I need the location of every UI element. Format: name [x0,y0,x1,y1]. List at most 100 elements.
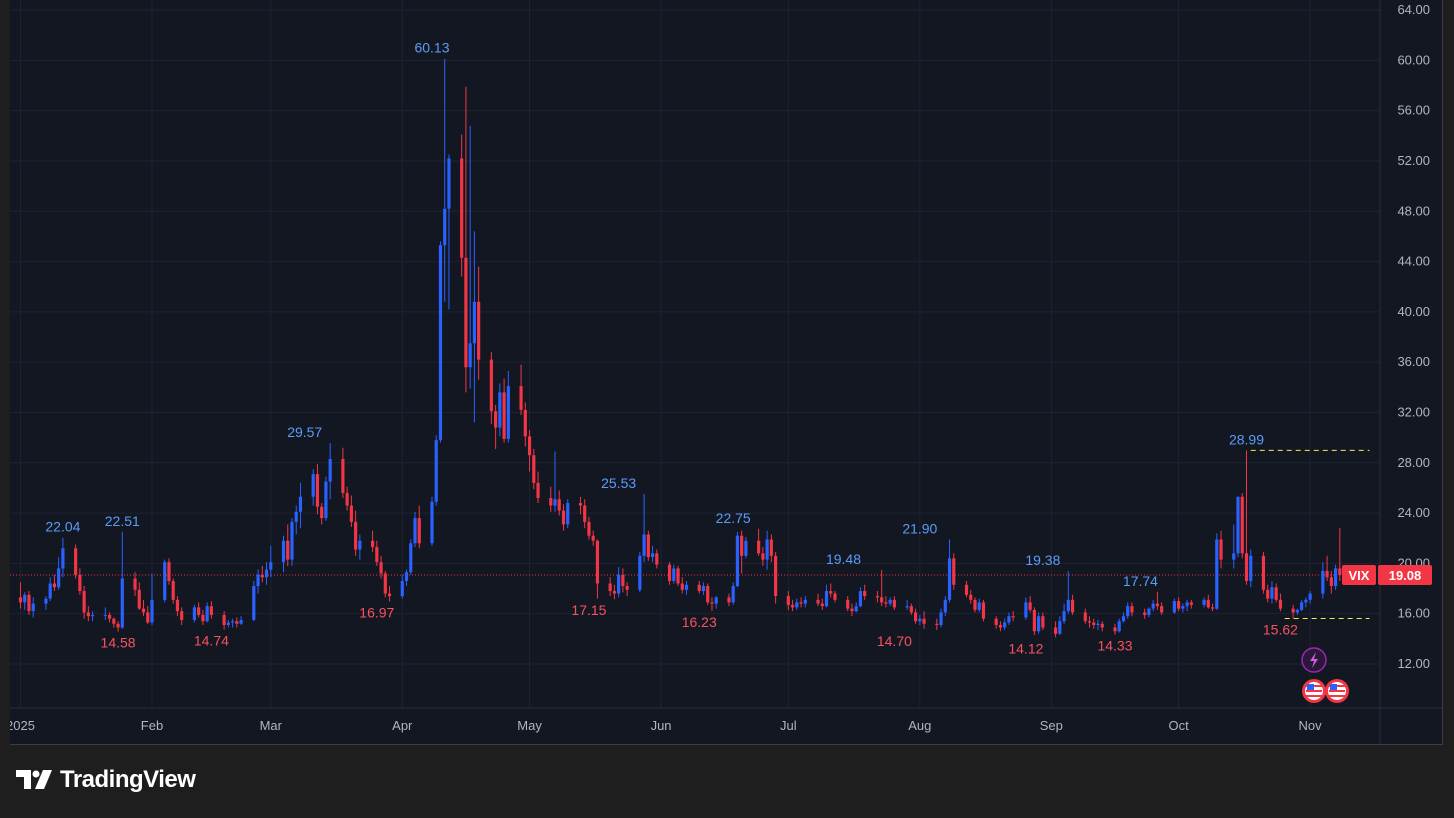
y-tick-label: 12.00 [1397,656,1430,671]
candle-body [1003,622,1007,628]
candle-body [1011,616,1015,618]
high-label: 60.13 [414,40,449,56]
candle-body [1295,609,1299,613]
candle-body [1024,602,1028,618]
candle-body [1172,601,1176,613]
candle-body [744,540,748,556]
candle-body [939,612,943,626]
candle-body [863,591,867,597]
events-group[interactable] [1301,647,1349,703]
candle-body [44,598,48,604]
x-tick-label: Sep [1040,718,1063,733]
candle-body [1062,611,1066,622]
candle-body [1130,606,1134,613]
x-tick-label: Mar [260,718,283,733]
high-label: 28.99 [1229,431,1264,447]
y-tick-label: 16.00 [1397,606,1430,621]
candle-body [472,301,476,344]
candle-body [769,539,773,556]
candle-body [578,503,583,506]
y-tick-label: 60.00 [1397,52,1430,67]
candle-body [286,540,290,560]
low-label: 14.12 [1008,640,1043,656]
candle-body [701,586,706,592]
candle-body [167,562,171,581]
symbol-tag [1342,564,1376,585]
candle-body [1338,568,1342,575]
candle-body [1236,496,1240,554]
candle-body [324,481,328,519]
candle-body [706,586,710,603]
tradingview-brand[interactable]: TradingView [14,764,196,796]
candle-body [1147,608,1151,615]
candle-body [506,386,510,439]
candle-body [1151,603,1155,609]
us-flag-event-icon [1302,679,1326,703]
candle-body [443,208,447,246]
candle-body [1291,608,1295,613]
candle-body [875,596,880,598]
last-price-label: 19.08 [1389,568,1422,583]
candle-body [731,586,735,603]
candle-body [1058,621,1062,634]
candle-body [557,499,561,511]
candle-body [973,599,977,610]
candle-body [680,583,684,590]
candle-body [430,501,434,544]
candle-body [209,606,213,615]
candle-body [943,599,947,613]
candle-body [816,599,820,604]
low-label: 15.62 [1263,621,1298,637]
candle-body [981,602,986,619]
chart-pane[interactable]: 22.04 22.51 29.57 60.13 25.53 22.75 19.48 21.90… [10,0,1443,745]
candle-body [774,555,778,597]
candle-body [617,574,621,594]
us-flag-event-icon [1325,679,1349,703]
candle-body [477,301,481,360]
candle-body [349,505,353,522]
candle-body [260,574,264,578]
candle-body [341,459,345,493]
candle-body [1113,627,1117,632]
candle-body [370,540,375,548]
candle-body [103,614,107,616]
candle-body [697,584,701,592]
candle-body [998,625,1003,628]
candle-body [409,543,413,573]
candle-body [163,562,167,600]
candle-body [264,569,269,578]
candle-body [192,607,197,620]
candle-body [489,359,493,412]
candle-body [549,497,553,506]
candle-body [328,459,332,482]
candle-body [667,564,672,581]
y-tick-label: 64.00 [1397,2,1430,17]
candle-body [1219,539,1223,560]
candle-body [31,603,35,612]
candle-body [1096,623,1100,626]
candle-body [413,518,417,544]
candle-body [650,553,655,558]
y-tick-label: 44.00 [1397,254,1430,269]
x-tick-label: Feb [141,718,163,733]
candle-body [1087,621,1092,623]
candle-body [676,568,680,584]
candle-body [642,534,646,556]
candle-body [1270,587,1274,599]
candle-body [1249,555,1253,581]
y-tick-label: 48.00 [1397,203,1430,218]
candle-body [417,518,421,544]
candle-body [400,580,404,597]
candle-body [561,510,566,525]
low-label: 14.33 [1097,638,1132,654]
candle-body [655,553,659,565]
candle-body [786,596,790,605]
candle-body [914,612,918,622]
candle-body [994,618,998,626]
candle-body [519,386,523,410]
high-label: 22.04 [45,519,80,535]
candlestick-chart[interactable]: 22.04 22.51 29.57 60.13 25.53 22.75 19.48 21.90… [10,0,1442,744]
candle-body [23,594,27,603]
candle-body [740,535,744,556]
candle-body [27,594,31,612]
